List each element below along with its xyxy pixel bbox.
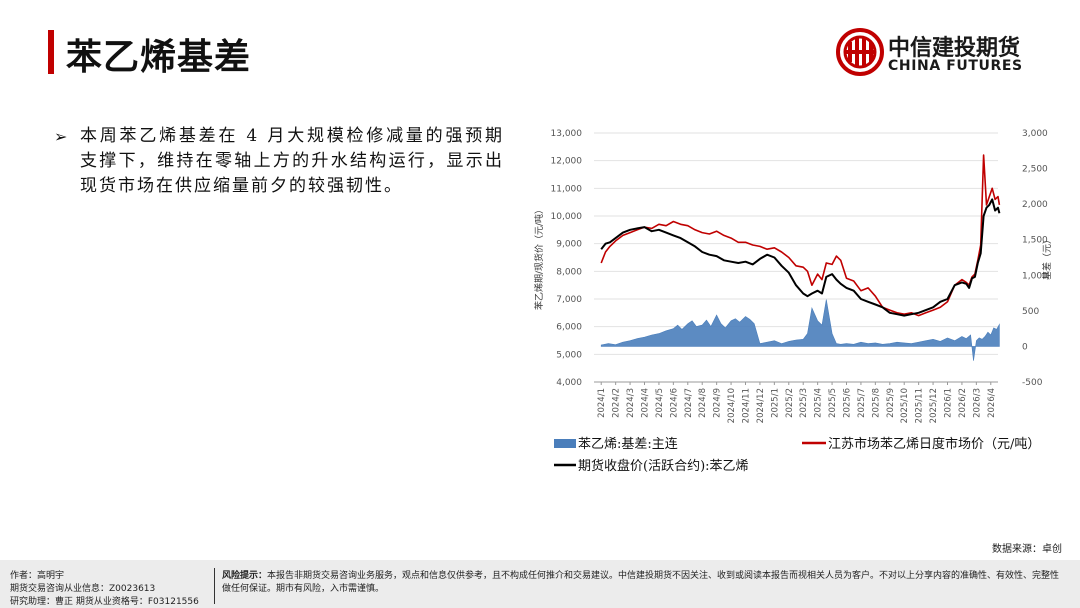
- title-accent-bar: [48, 30, 54, 74]
- series-spot-line: [600, 154, 1001, 317]
- x-axis-tick-label: 2025/2: [785, 388, 795, 418]
- footer-author-info: 作者：高明宇 期货交易咨询从业信息：Z0023613 研究助理：曹正 期货从业资…: [10, 570, 199, 608]
- right-axis-tick-label: -500: [1022, 378, 1043, 388]
- risk-text: 本报告非期货交易咨询业务服务，观点和信息仅供参考，且不构成任何推介和交易建议。中…: [222, 571, 1060, 594]
- x-axis-tick-label: 2024/9: [713, 388, 723, 418]
- right-axis-title: 基差（元）: [1041, 235, 1053, 280]
- x-axis-tick-label: 2024/12: [756, 388, 766, 423]
- x-axis-tick-label: 2024/6: [669, 388, 679, 418]
- logo-chinese-name: 中信建投期货: [888, 36, 1021, 61]
- left-axis-tick-label: 4,000: [556, 378, 582, 388]
- x-axis-tick-label: 2025/9: [886, 388, 896, 418]
- basis-chart: 4,000 5,000 6,000 7,000 8,000 9,000 10,000 11,0…: [528, 118, 1058, 488]
- x-axis-tick-label: 2024/11: [742, 388, 752, 423]
- right-axis-tick-label: 2,500: [1022, 165, 1048, 175]
- x-axis-tick-label: 2024/7: [684, 388, 694, 418]
- left-axis-tick-label: 11,000: [551, 184, 583, 194]
- legend-label-spot: 江苏市场苯乙烯日度市场价（元/吨）: [828, 436, 1040, 452]
- left-axis-tick-label: 10,000: [551, 212, 583, 222]
- logo-english-name: CHINA FUTURES: [888, 58, 1023, 74]
- legend-label-futures: 期货收盘价(活跃合约):苯乙烯: [578, 458, 749, 474]
- x-axis-tick-label: 2024/1: [597, 388, 607, 418]
- legend-swatch-basis: [554, 439, 576, 448]
- right-axis-tick-label: 500: [1022, 307, 1039, 317]
- x-axis-tick-label: 2025/11: [915, 388, 925, 423]
- risk-label: 风险提示：: [222, 571, 268, 581]
- x-axis-tick-label: 2024/8: [698, 388, 708, 418]
- left-axis-tick-label: 9,000: [556, 240, 582, 250]
- left-axis-tick-label: 7,000: [556, 295, 582, 305]
- x-axis-tick-label: 2026/1: [944, 388, 954, 418]
- right-axis-tick-label: 3,000: [1022, 129, 1048, 139]
- bullet-arrow-icon: ➢: [54, 127, 68, 146]
- x-axis-tick-label: 2024/5: [655, 388, 665, 418]
- right-axis-tick-label: 2,000: [1022, 200, 1048, 210]
- risk-disclaimer: 风险提示：本报告非期货交易咨询业务服务，观点和信息仅供参考，且不构成任何推介和交…: [222, 570, 1062, 596]
- x-axis-tick-label: 2025/4: [814, 388, 824, 418]
- x-axis-tick-label: 2024/3: [626, 388, 636, 418]
- author: 作者：高明宇: [10, 571, 65, 581]
- left-axis-tick-label: 8,000: [556, 267, 582, 277]
- x-axis-tick-label: 2024/4: [641, 388, 651, 418]
- left-axis-tick-label: 12,000: [551, 157, 583, 167]
- research-assistant: 研究助理：曹正 期货从业资格号：F03121556: [10, 597, 199, 607]
- footer: 作者：高明宇 期货交易咨询从业信息：Z0023613 研究助理：曹正 期货从业资…: [0, 560, 1080, 608]
- left-axis-tick-label: 13,000: [551, 129, 583, 139]
- x-axis-tick-label: 2025/12: [929, 388, 939, 423]
- x-axis-tick-label: 2026/3: [972, 388, 982, 418]
- right-axis-tick-label: 1,000: [1022, 271, 1048, 281]
- series-basis-area: [600, 299, 1000, 361]
- x-axis-tick-label: 2025/7: [857, 388, 867, 418]
- legend-label-basis: 苯乙烯:基差:主连: [578, 436, 678, 452]
- x-axis-tick-label: 2026/4: [987, 388, 997, 418]
- page-title: 苯乙烯基差: [66, 37, 252, 78]
- right-axis-tick-label: 0: [1022, 342, 1028, 352]
- series-futures-line: [600, 198, 1001, 317]
- x-axis-tick-label: 2025/3: [799, 388, 809, 418]
- author-license: 期货交易咨询从业信息：Z0023613: [10, 584, 156, 594]
- x-axis-tick-label: 2026/2: [958, 388, 968, 418]
- left-axis-tick-label: 5,000: [556, 350, 582, 360]
- x-axis-tick-label: 2024/10: [727, 388, 737, 423]
- x-axis-tick-label: 2024/2: [612, 388, 622, 418]
- summary-text: 本周苯乙烯基差在 4 月大规模检修减量的强预期支撑下，维持在零轴上方的升水结构运…: [80, 126, 504, 196]
- x-axis-tick-label: 2025/8: [871, 388, 881, 418]
- left-axis-tick-label: 6,000: [556, 323, 582, 333]
- x-axis-tick-label: 2025/5: [828, 388, 838, 418]
- company-logo: 中信建投期货 CHINA FUTURES: [836, 28, 1036, 80]
- x-axis-tick-label: 2025/6: [843, 388, 853, 418]
- basis-chart-svg: 4,000 5,000 6,000 7,000 8,000 9,000 10,000 11,0…: [533, 129, 1053, 474]
- x-axis-tick-label: 2025/10: [900, 388, 910, 423]
- x-axis-tick-label: 2025/1: [770, 388, 780, 418]
- right-axis-tick-label: 1,500: [1022, 236, 1048, 246]
- data-source: 数据来源：卓创: [992, 544, 1062, 555]
- logo-emblem-icon: [836, 28, 884, 76]
- left-axis-title: 苯乙烯期/现货价（元/吨）: [533, 205, 545, 310]
- footer-divider: [214, 568, 215, 604]
